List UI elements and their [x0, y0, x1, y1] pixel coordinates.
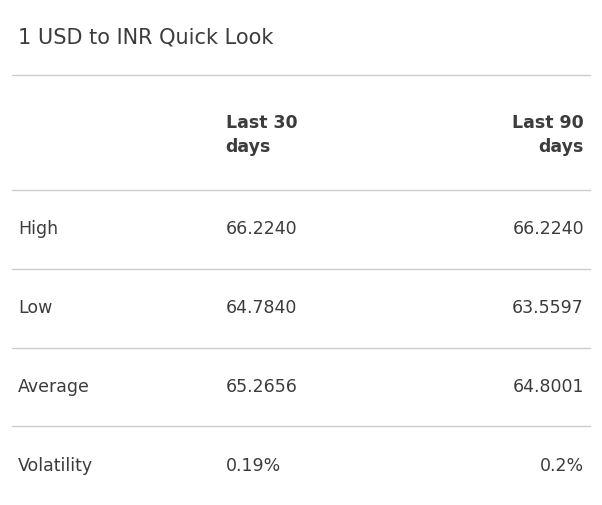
Text: High: High	[18, 220, 58, 238]
Text: 64.8001: 64.8001	[512, 378, 584, 396]
Text: 0.19%: 0.19%	[226, 457, 281, 475]
Text: 66.2240: 66.2240	[512, 220, 584, 238]
Text: 66.2240: 66.2240	[226, 220, 297, 238]
Text: Average: Average	[18, 378, 90, 396]
Text: 0.2%: 0.2%	[540, 457, 584, 475]
Text: 65.2656: 65.2656	[226, 378, 297, 396]
Text: Last 30
days: Last 30 days	[226, 114, 297, 156]
Text: 63.5597: 63.5597	[512, 299, 584, 317]
Text: Volatility: Volatility	[18, 457, 93, 475]
Text: 64.7840: 64.7840	[226, 299, 297, 317]
Text: 1 USD to INR Quick Look: 1 USD to INR Quick Look	[18, 28, 273, 48]
Text: Low: Low	[18, 299, 52, 317]
Text: Last 90
days: Last 90 days	[512, 114, 584, 156]
